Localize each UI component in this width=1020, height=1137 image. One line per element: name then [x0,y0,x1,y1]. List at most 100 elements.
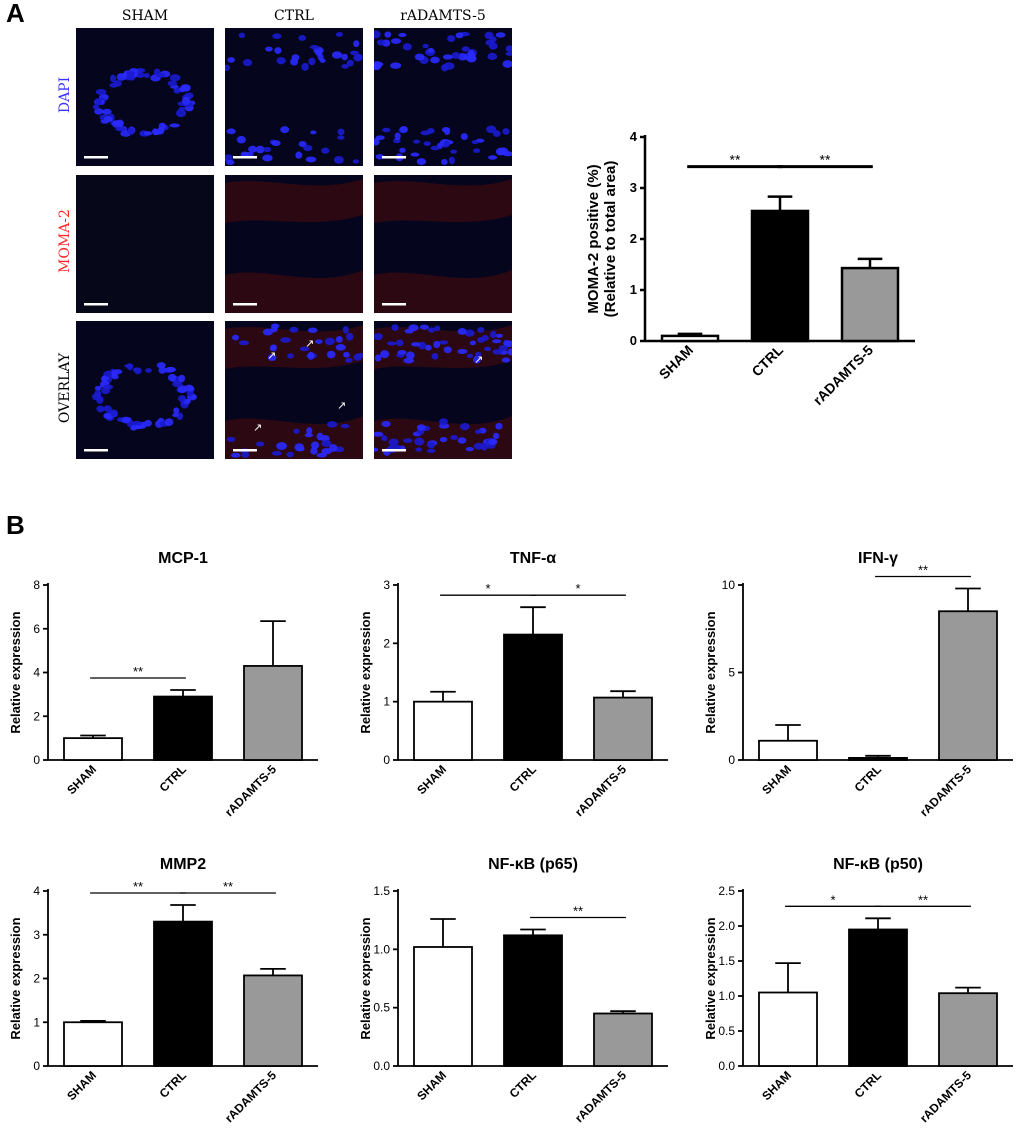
chart-title: IFN-γ [858,550,898,567]
y-tick-label: 1 [383,695,390,709]
significance-label: ** [918,563,928,578]
category-label: rADAMTS-5 [222,1068,279,1125]
bar-radamts-5 [840,266,900,343]
y-tick-label: 2.0 [718,919,735,933]
significance-label: * [485,581,490,596]
arrow-marker: ↗ [337,399,346,412]
y-tick-label: 3 [383,578,390,592]
y-axis-label: MOMA-2 positive (%) [585,164,602,313]
category-label: CTRL [507,1068,540,1101]
y-tick-label: 1.5 [373,884,390,898]
panel-a-letter: A [6,0,25,28]
bar-radamts-5 [593,1012,653,1067]
y-tick-label: 1.0 [373,942,390,956]
significance-label: ** [730,152,741,168]
y-tick-label: 3 [33,928,40,942]
chart-title: MCP-1 [158,550,208,567]
micrograph-moma2-radamts5 [374,175,512,313]
row-label-moma2: MOMA-2 [57,209,73,273]
category-label: rADAMTS-5 [917,1068,974,1125]
y-tick-label: 4 [33,884,40,898]
scale-bar [233,449,257,452]
y-tick-label: 1 [33,1015,40,1029]
scale-bar [233,156,257,159]
bar-radamts-5 [243,665,303,761]
ifng-bar-chart: IFN-γ 0 5 10 Relative expression SHAM CTRL rADA… [703,550,1013,819]
category-label: CTRL [852,1068,885,1101]
y-axis-label: (Relative to total area) [602,161,619,318]
bar-ctrl [503,934,563,1067]
y-axis-label: Relative expression [703,917,718,1039]
scale-bar [382,303,406,306]
y-tick-label: 0 [383,753,390,767]
chart-title: MMP2 [160,856,206,873]
micrograph-moma2-sham [76,175,214,313]
micrograph-dapi-radamts5 [374,28,512,166]
micrograph-overlay-radamts5: ↗ [374,321,512,459]
category-label: CTRL [507,762,540,795]
y-tick-label: 4 [33,666,40,680]
scale-bar [84,449,108,452]
scale-bar [382,449,406,452]
y-tick-label: 2.5 [718,884,735,898]
y-tick-label: 8 [33,578,40,592]
micrograph-dapi-sham [76,28,214,166]
y-tick-label: 0.5 [373,1001,390,1015]
column-label-radamts5: rADAMTS-5 [400,8,486,24]
category-label: rADAMTS-5 [222,762,279,819]
category-label: SHAM [414,1068,449,1103]
bar-sham [758,991,818,1067]
y-tick-label: 2 [383,636,390,650]
category-label: CTRL [748,341,786,379]
category-label: SHAM [64,1068,99,1103]
bar-sham [413,946,473,1067]
mmp2-bar-chart: MMP2 0 1 2 3 4 Relative expression SHAM CTRL rADA… [8,856,318,1125]
y-tick-label: 5 [728,666,735,680]
bar-sham [758,739,818,761]
bar-ctrl [848,928,908,1067]
column-label-sham: SHAM [121,8,169,24]
bar-sham [413,700,473,761]
y-tick-label: 2 [630,231,637,246]
bar-sham [660,334,720,343]
category-label: rADAMTS-5 [572,1068,629,1125]
significance-label: ** [133,879,143,894]
category-label: SHAM [759,1068,794,1103]
micrograph-overlay-ctrl: ↗ ↗ ↗ ↗ [225,321,363,459]
category-label: rADAMTS-5 [572,762,629,819]
y-tick-label: 0.5 [718,1024,735,1038]
chart-title: NF-κB (p50) [833,856,923,873]
y-tick-label: 1.0 [718,989,735,1003]
micrograph-overlay-sham [76,321,214,459]
y-tick-label: 0.0 [718,1059,735,1073]
bar-radamts-5 [938,610,998,761]
significance-label: ** [223,879,233,894]
y-axis-label: Relative expression [703,611,718,733]
bar-ctrl [153,920,213,1067]
chart-title: NF-κB (p65) [488,856,578,873]
micrograph-dapi-ctrl [225,28,363,166]
bar-radamts-5 [938,992,998,1067]
category-label: SHAM [414,762,449,797]
y-axis-label: Relative expression [8,917,23,1039]
y-tick-label: 4 [630,129,638,144]
bar-ctrl [503,633,563,761]
column-label-ctrl: CTRL [274,8,314,24]
category-label: CTRL [157,762,190,795]
category-label: CTRL [852,762,885,795]
arrow-marker: ↗ [305,337,314,350]
row-label-overlay: OVERLAY [57,352,73,424]
y-tick-label: 0 [33,1059,40,1073]
tnfa-bar-chart: TNF-α 0 1 2 3 Relative expression SHAM CTRL rADA… [358,550,668,819]
arrow-marker: ↗ [267,349,276,362]
scale-bar [233,303,257,306]
y-tick-label: 6 [33,622,40,636]
bar-ctrl [750,209,810,343]
row-label-dapi: DAPI [57,76,73,114]
bar-ctrl [848,756,908,761]
y-tick-label: 0 [33,753,40,767]
scale-bar [382,156,406,159]
mcp1-bar-chart: MCP-1 0 2 4 6 8 Relative expression SHAM CTRL rAD… [8,550,318,819]
bar-sham [63,1021,123,1067]
category-label: rADAMTS-5 [917,762,974,819]
